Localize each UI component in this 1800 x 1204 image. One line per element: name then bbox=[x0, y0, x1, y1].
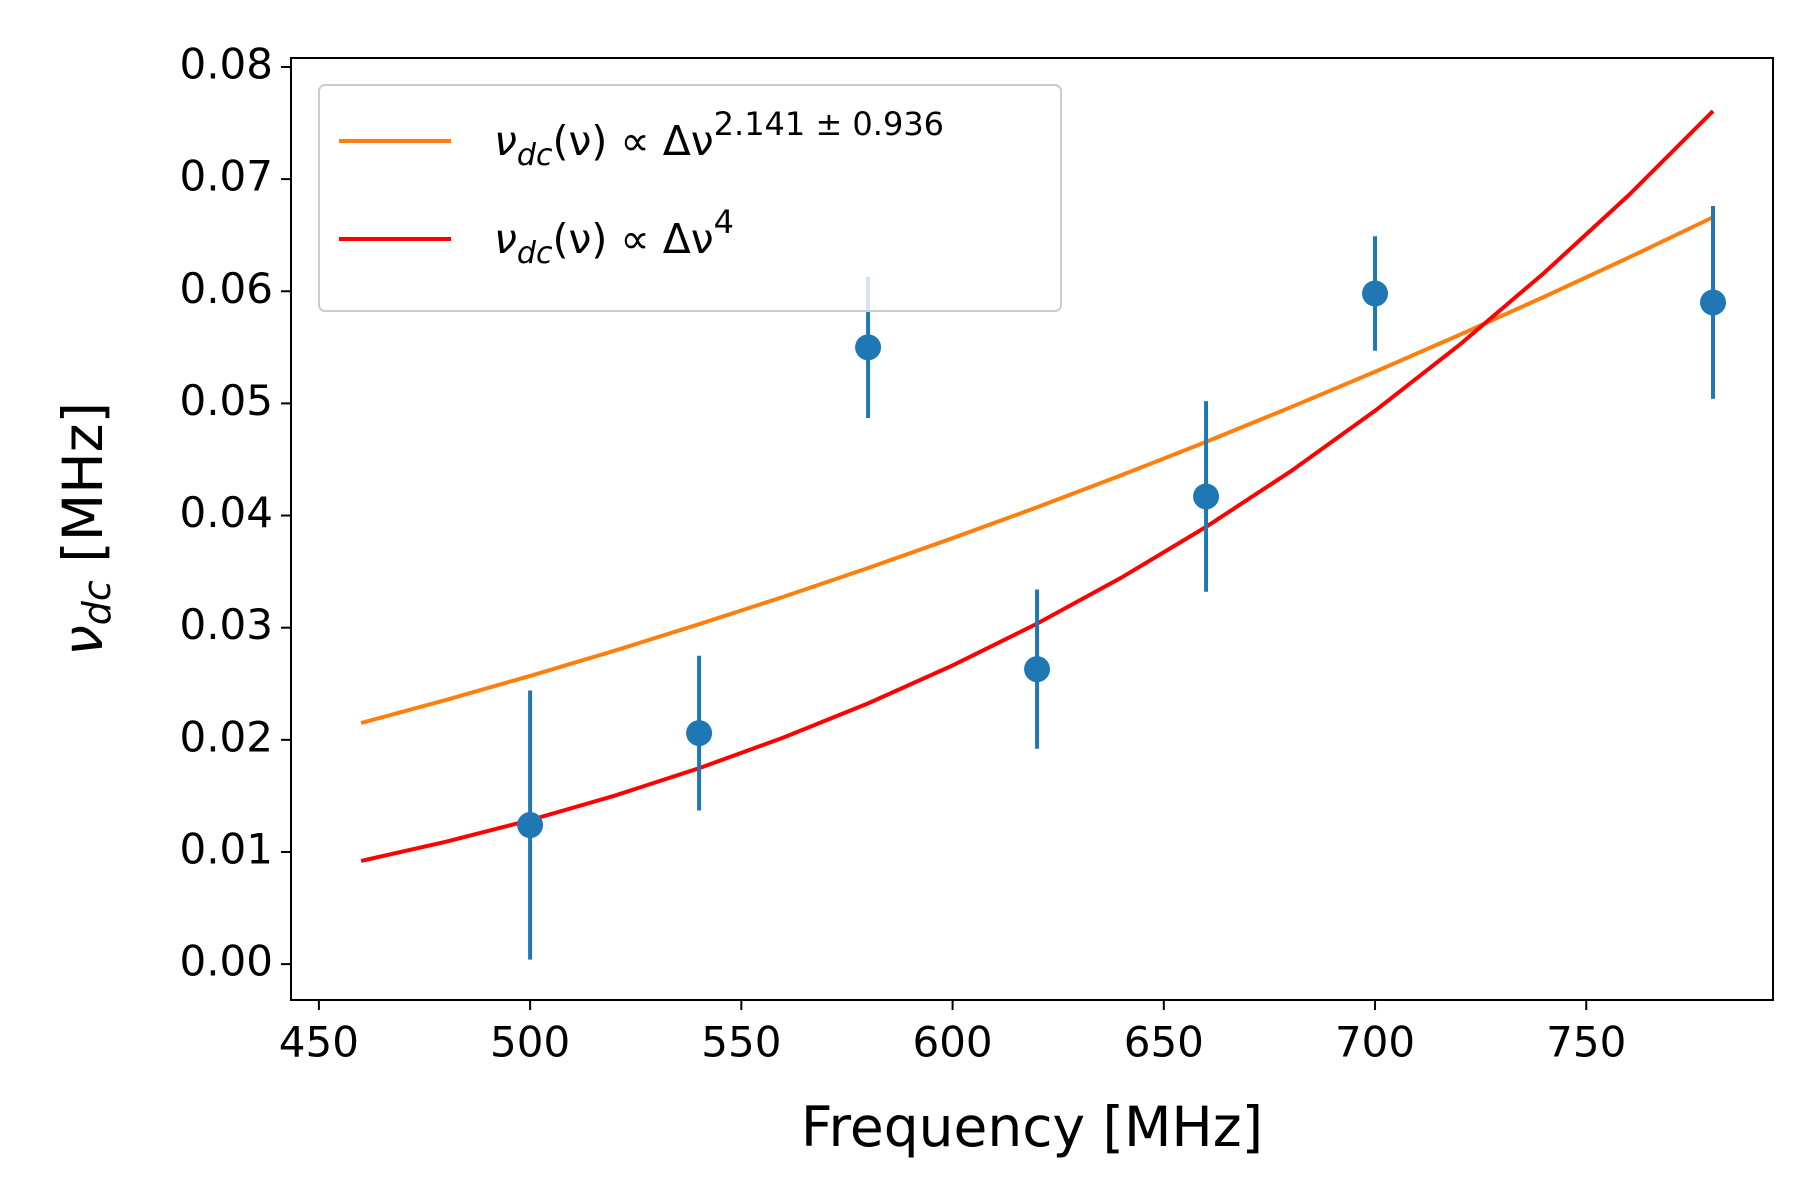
x-tick-label: 550 bbox=[701, 1018, 781, 1067]
legend-body: (ν) ∝ Δν bbox=[552, 117, 713, 165]
y-tick-label: 0.02 bbox=[179, 712, 273, 761]
legend-superscript: 4 bbox=[714, 203, 734, 241]
y-tick-label: 0.06 bbox=[179, 264, 273, 313]
y-tick-label: 0.03 bbox=[179, 600, 273, 649]
data-point bbox=[1700, 289, 1727, 316]
y-tick-label: 0.05 bbox=[179, 376, 273, 425]
x-tick-label: 450 bbox=[279, 1018, 359, 1067]
legend-body: (ν) ∝ Δν bbox=[552, 215, 713, 263]
x-tick-label: 600 bbox=[912, 1018, 992, 1067]
x-axis-label: Frequency [MHz] bbox=[801, 1095, 1263, 1159]
y-tick-label: 0.07 bbox=[179, 152, 273, 201]
y-tick-label: 0.00 bbox=[179, 937, 273, 986]
y-label-subscript: dc bbox=[75, 580, 119, 625]
x-tick-label: 650 bbox=[1124, 1018, 1204, 1067]
legend-label: νdc(ν) ∝ Δν2.141 ± 0.936 bbox=[494, 105, 944, 173]
data-point bbox=[686, 720, 713, 747]
y-label-symbol: ν bbox=[51, 625, 115, 656]
y-label-unit: [MHz] bbox=[51, 402, 115, 580]
data-point bbox=[1193, 483, 1220, 510]
x-tick-label: 750 bbox=[1546, 1018, 1626, 1067]
data-point bbox=[517, 812, 544, 839]
y-axis-label: νdc [MHz] bbox=[51, 402, 118, 656]
data-point bbox=[855, 334, 882, 361]
legend-symbol: ν bbox=[494, 117, 517, 165]
legend-label: νdc(ν) ∝ Δν4 bbox=[494, 203, 734, 271]
y-tick-label: 0.08 bbox=[179, 39, 273, 88]
legend-superscript: 2.141 ± 0.936 bbox=[714, 105, 944, 143]
legend-box bbox=[318, 84, 1062, 312]
x-tick-label: 500 bbox=[490, 1018, 570, 1067]
legend-subscript: dc bbox=[517, 138, 553, 173]
legend-subscript: dc bbox=[517, 236, 553, 271]
x-tick-label: 700 bbox=[1335, 1018, 1415, 1067]
data-point bbox=[1024, 656, 1051, 683]
data-point bbox=[1362, 280, 1389, 307]
y-tick-label: 0.01 bbox=[179, 824, 273, 873]
plot-frame bbox=[290, 57, 1774, 1001]
y-tick-label: 0.04 bbox=[179, 488, 273, 537]
legend-symbol: ν bbox=[494, 215, 517, 263]
